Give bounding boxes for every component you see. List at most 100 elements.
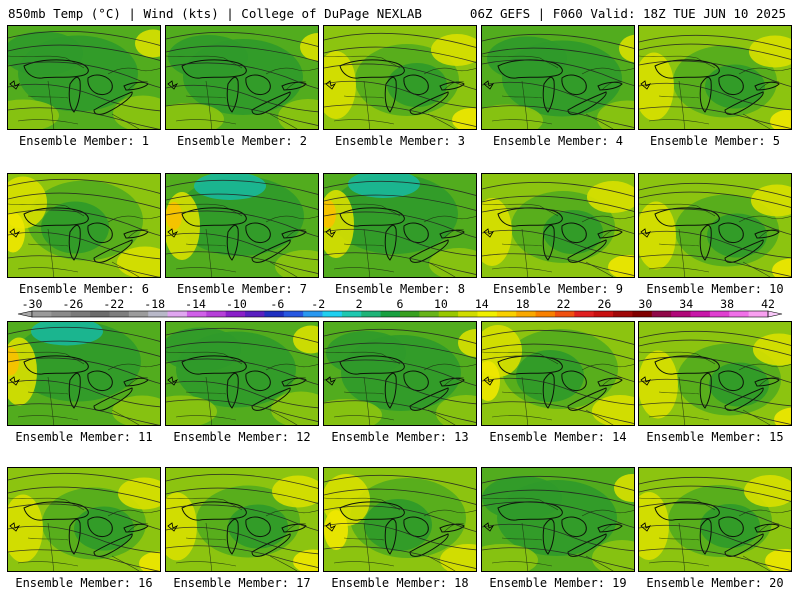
temperature-field (324, 26, 476, 129)
member-map-16 (7, 467, 161, 572)
colorbar-tick-label: 26 (597, 297, 612, 311)
colorbar-tick-label: 38 (720, 297, 735, 311)
colorbar-segment (690, 311, 711, 317)
colorbar-tick-label: -10 (226, 297, 247, 311)
great-lakes-outline (339, 207, 465, 263)
temperature-field (324, 322, 476, 425)
height-contours (324, 474, 476, 569)
colorbar-tick-label: 14 (474, 297, 489, 311)
height-contours (639, 34, 791, 129)
colorbar-tick-label: 2 (355, 297, 363, 311)
colorbar-tick-label: 18 (515, 297, 530, 311)
colorbar-segment (651, 311, 672, 317)
colorbar-tick-label: 30 (638, 297, 653, 311)
great-lakes-outline (181, 207, 307, 263)
colorbar-segment (380, 311, 401, 317)
member-map-3 (323, 25, 477, 130)
colorbar-segment (574, 311, 595, 317)
member-label: Ensemble Member: 15 (646, 430, 784, 444)
colorbar-segment (496, 311, 517, 317)
temperature-field (8, 468, 160, 571)
height-contours (166, 179, 318, 274)
height-contours (8, 326, 160, 425)
member-map-9 (481, 173, 635, 278)
colorbar-tick-label: 6 (396, 297, 404, 311)
colorbar-tick-label: 10 (433, 297, 448, 311)
height-contours (166, 473, 318, 568)
member-label: Ensemble Member: 18 (331, 576, 469, 590)
colorbar-tick-label: -30 (21, 297, 43, 311)
great-lakes-outline (181, 501, 307, 557)
member-label: Ensemble Member: 16 (15, 576, 153, 590)
colorbar-segment (400, 311, 420, 317)
height-contours (166, 327, 318, 422)
temperature-field (482, 468, 634, 571)
colorbar-tick-label: -6 (270, 297, 285, 311)
member-label: Ensemble Member: 2 (176, 134, 308, 148)
member-label: Ensemble Member: 14 (489, 430, 627, 444)
temperature-field (166, 26, 318, 129)
temperature-field (639, 174, 791, 277)
colorbar-segment (225, 311, 246, 317)
colorbar-segment (283, 311, 304, 317)
temperature-field (482, 322, 634, 425)
height-contours (8, 178, 160, 277)
great-lakes-outline (339, 355, 465, 411)
member-map-8 (323, 173, 477, 278)
colorbar-segment (419, 311, 440, 317)
member-map-2 (165, 25, 319, 130)
great-lakes-outline (654, 59, 780, 115)
temperature-field (324, 468, 476, 571)
colorbar-segment (709, 311, 730, 317)
member-label: Ensemble Member: 8 (334, 282, 466, 296)
member-map-13 (323, 321, 477, 426)
colorbar-tick-label: -22 (103, 297, 125, 311)
great-lakes-outline (654, 355, 780, 411)
colorbar-segment (32, 311, 52, 317)
colorbar-segment (593, 311, 614, 317)
colorbar-segment (303, 311, 323, 317)
member-map-12 (165, 321, 319, 426)
temperature-field (166, 468, 318, 571)
colorbar-segment (554, 311, 575, 317)
great-lakes-outline (181, 355, 307, 411)
colorbar-tick-label: 34 (679, 297, 694, 311)
height-contours (324, 328, 476, 423)
colorbar-tick-label: 22 (556, 297, 571, 311)
temperature-colorbar: -30 -26 -22 -18 -14 -10 -6 -2 2 6 10 14 18 22 26 30 34 38… (10, 297, 790, 321)
colorbar-segment (128, 311, 149, 317)
member-map-7 (165, 173, 319, 278)
colorbar-segment (51, 311, 72, 317)
great-lakes-outline (654, 501, 780, 557)
colorbar-segment (322, 311, 343, 317)
height-contours (482, 33, 634, 128)
temperature-field (166, 174, 318, 277)
temperature-field (639, 322, 791, 425)
colorbar-tick-label: -2 (311, 297, 326, 311)
member-label: Ensemble Member: 12 (173, 430, 311, 444)
temperature-field (639, 26, 791, 129)
member-label: Ensemble Member: 1 (18, 134, 150, 148)
height-contours (324, 180, 476, 275)
height-contours (482, 475, 634, 570)
colorbar-segment (206, 311, 227, 317)
member-map-15 (638, 321, 792, 426)
member-map-11 (7, 321, 161, 426)
colorbar-tick-label: 42 (761, 297, 775, 311)
temperature-field (8, 26, 160, 129)
colorbar-segment (264, 311, 285, 317)
member-label: Ensemble Member: 17 (173, 576, 311, 590)
colorbar-segment (458, 311, 478, 317)
member-map-19 (481, 467, 635, 572)
colorbar-tick-label: -18 (144, 297, 166, 311)
height-contours (639, 476, 791, 571)
member-map-1 (7, 25, 161, 130)
colorbar-segment (477, 311, 498, 317)
temperature-field (8, 322, 160, 425)
colorbar-segment (361, 311, 382, 317)
colorbar-segment (245, 311, 265, 317)
member-map-18 (323, 467, 477, 572)
member-label: Ensemble Member: 20 (646, 576, 784, 590)
member-label: Ensemble Member: 10 (646, 282, 784, 296)
colorbar-tick-label: -26 (62, 297, 84, 311)
